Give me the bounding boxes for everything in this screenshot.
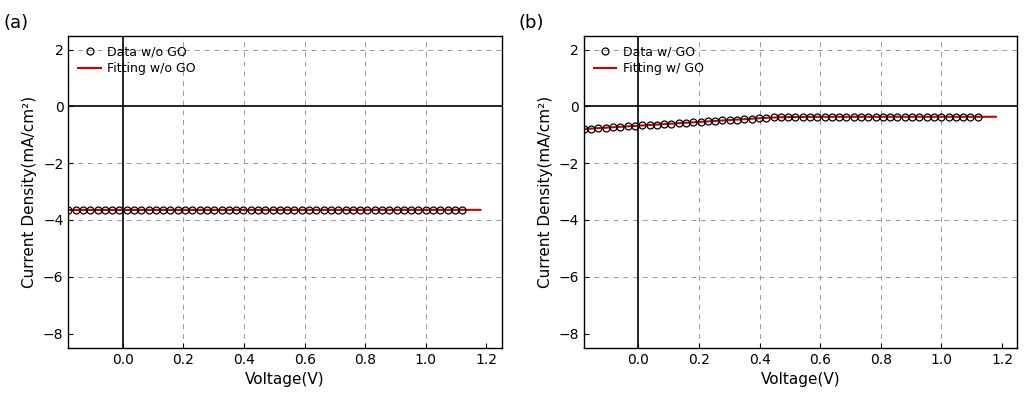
Y-axis label: Current Density(mA/cm²): Current Density(mA/cm²) [23,95,37,288]
Line: Fitting w/ GO: Fitting w/ GO [584,117,996,129]
Data w/o GO [157,207,169,212]
Data w/o GO [135,208,147,213]
Line: Data w/ GO: Data w/ GO [580,113,982,132]
Data w/ GO [928,114,940,119]
Y-axis label: Current Density(mA/cm²): Current Density(mA/cm²) [538,95,553,288]
Legend: Data w/o GO, Fitting w/o GO: Data w/o GO, Fitting w/o GO [74,42,199,79]
Fitting w/o GO [305,207,318,212]
Fitting w/ GO [888,114,900,119]
Data w/ GO [651,122,663,127]
Fitting w/ GO [853,114,865,119]
Data w/ GO [672,121,685,126]
Fitting w/o GO [135,208,147,213]
Line: Data w/o GO: Data w/o GO [65,207,466,213]
Fitting w/o GO [248,207,261,212]
Data w/o GO [448,207,461,212]
Data w/o GO [62,208,74,213]
Fitting w/ GO [990,114,1002,119]
Data w/o GO [208,207,221,212]
Text: (a): (a) [3,14,29,32]
Fitting w/ GO [764,115,776,120]
Fitting w/ GO [577,127,590,132]
Data w/ GO [964,114,976,119]
Data w/ GO [577,127,590,132]
Data w/ GO [971,114,984,119]
Data w/o GO [456,207,468,212]
Legend: Data w/ GO, Fitting w/ GO: Data w/ GO, Fitting w/ GO [590,42,707,79]
Data w/o GO [106,208,119,213]
Fitting w/o GO [474,207,487,212]
Data w/ GO [622,124,634,129]
Fitting w/ GO [651,122,663,127]
Text: (b): (b) [519,14,544,32]
Fitting w/o GO [372,207,385,212]
Fitting w/o GO [168,207,180,212]
X-axis label: Voltage(V): Voltage(V) [761,372,840,387]
Data w/o GO [412,207,425,212]
Fitting w/o GO [337,207,350,212]
Fitting w/ GO [684,120,696,125]
Fitting w/o GO [62,208,74,213]
X-axis label: Voltage(V): Voltage(V) [245,372,325,387]
Fitting w/ GO [821,114,833,119]
Data w/ GO [724,117,736,122]
